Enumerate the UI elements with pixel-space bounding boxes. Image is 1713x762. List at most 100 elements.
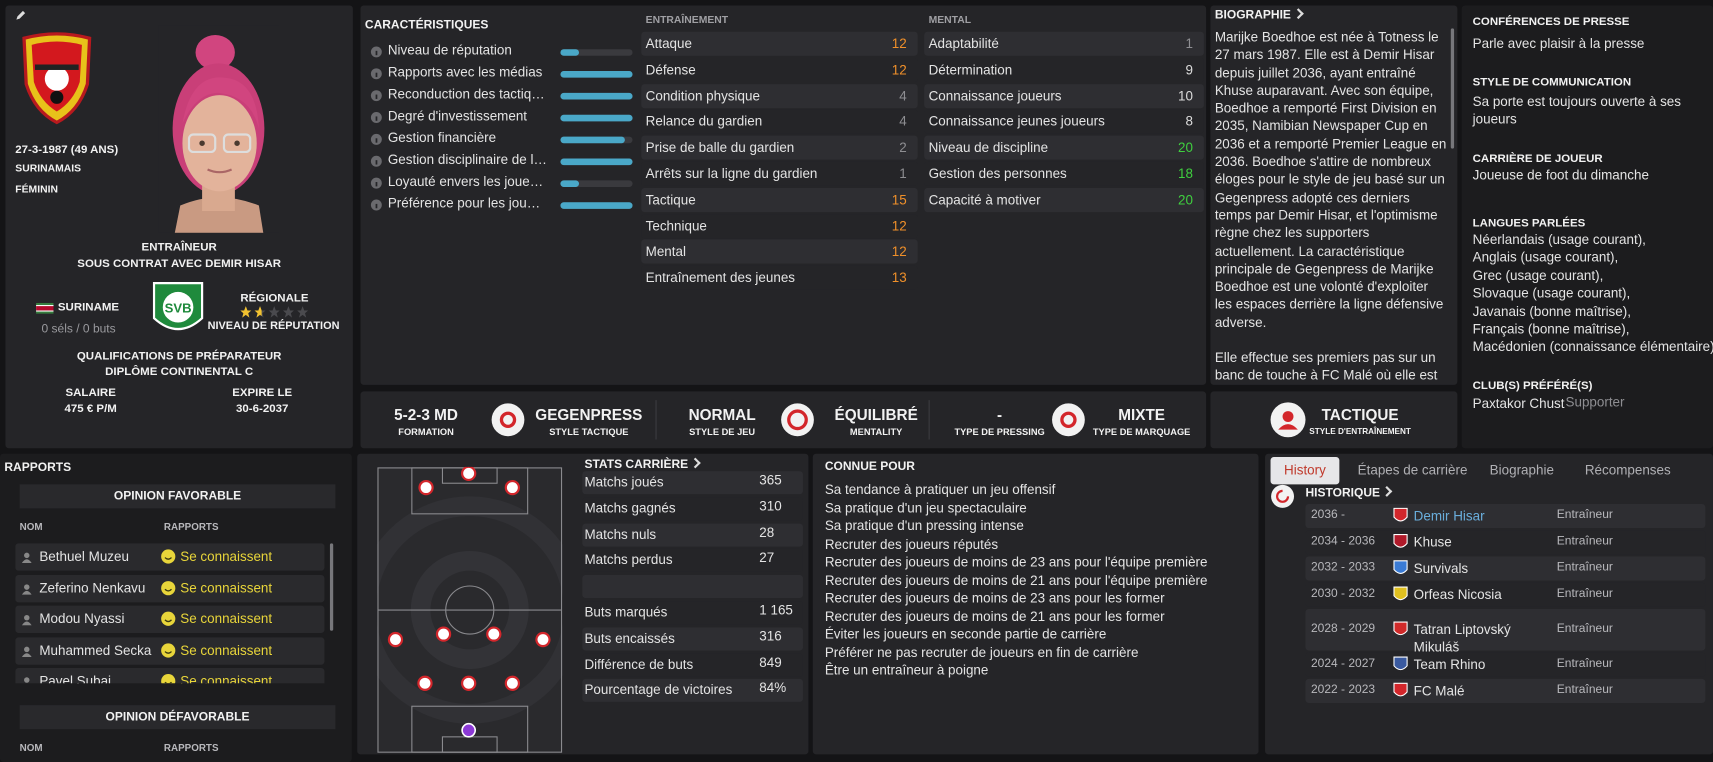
attribute-label: Gestion financière xyxy=(387,130,497,146)
training-style-panel: TACTIQUE STYLE D'ENTRAÎNEMENT xyxy=(1210,391,1458,449)
bar-fill xyxy=(560,202,633,209)
paragraph: Elle effectue ses premiers pas sur un ba… xyxy=(1214,349,1438,384)
info-icon xyxy=(370,155,382,167)
section-title: CARACTÉRISTIQUES xyxy=(364,18,489,32)
attribute-row: Attaque 12 xyxy=(641,31,918,56)
tab[interactable]: History xyxy=(1270,456,1340,485)
bar-track xyxy=(560,71,633,78)
section-title[interactable]: STATS CARRIÈRE xyxy=(584,458,699,471)
contract: SOUS CONTRAT AVEC DEMIR HISAR xyxy=(77,256,282,271)
stat-row: Matchs nuls 28 xyxy=(582,523,803,547)
tactic-icon xyxy=(781,403,814,437)
tactic-value: MIXTE xyxy=(1118,405,1165,424)
language: Grec (usage courant), xyxy=(1472,267,1604,283)
info-icon xyxy=(370,112,382,123)
history-row: 2032 - 2033 Survivals Entraîneur xyxy=(1305,556,1706,581)
club-name[interactable]: Tatran Liptovský Mikuláš xyxy=(1413,622,1511,655)
opinion-header: OPINION FAVORABLE xyxy=(19,484,336,509)
tab[interactable]: Biographie xyxy=(1489,462,1554,478)
role: ENTRAÎNEUR xyxy=(141,240,217,254)
column-name: NOM xyxy=(19,742,43,754)
star-outline xyxy=(240,306,309,318)
club-logo xyxy=(1393,621,1408,636)
tactic-value: GEGENPRESS xyxy=(535,405,643,424)
attribute-row: Gestion des personnes 18 xyxy=(924,161,1204,186)
relation: Se connaissent xyxy=(180,548,273,565)
stat-value: 27 xyxy=(759,550,775,566)
report-row[interactable]: Muhammed Secka Se connaissent xyxy=(15,636,325,665)
club-logo xyxy=(1393,507,1408,522)
language: Français (bonne maîtrise), xyxy=(1472,321,1630,337)
known-for-item: Recruter des joueurs réputés xyxy=(824,536,999,552)
tactic-label: MENTALITY xyxy=(849,426,903,438)
qualifications-label: QUALIFICATIONS DE PRÉPARATEUR xyxy=(76,349,282,363)
section-title[interactable]: BIOGRAPHIE xyxy=(1215,9,1302,22)
training-icon xyxy=(1270,402,1306,438)
report-row[interactable]: Modou Nyassi Se connaissent xyxy=(15,605,325,633)
stat-value: 365 xyxy=(759,472,782,488)
tactic-value: - xyxy=(997,405,1003,424)
language: Anglais (usage courant), xyxy=(1472,249,1619,265)
info-title: LANGUES PARLÉES xyxy=(1472,216,1586,230)
club-name[interactable]: FC Malé xyxy=(1413,683,1465,699)
attribute-label: Loyauté envers les joueurs xyxy=(387,173,548,190)
club-name[interactable]: Team Rhino xyxy=(1413,657,1486,673)
tab[interactable]: Étapes de carrière xyxy=(1357,462,1468,478)
player-dot xyxy=(504,675,521,691)
history-panel: History Étapes de carrière Biographie Récom… xyxy=(1265,453,1713,755)
icon-mark xyxy=(1282,411,1294,422)
birth-date: 27-3-1987 (49 ANS) xyxy=(15,143,119,157)
logo-shape xyxy=(1393,682,1408,697)
attribute-value: 1 xyxy=(1185,36,1193,52)
profile-panel: SVB 27-3-1987 (49 ANS) SURINAMAIS FÉMININ E… xyxy=(5,5,353,449)
attribute-label: Gestion disciplinaire de l'équipe xyxy=(387,151,548,168)
tab[interactable]: Récompenses xyxy=(1584,462,1671,478)
stat-row: Buts encaissés 316 xyxy=(582,627,803,651)
info-title: STYLE DE COMMUNICATION xyxy=(1472,75,1632,89)
stat-label: Matchs joués xyxy=(584,474,664,490)
report-row[interactable]: Zeferino Nenkavu Se connaissent xyxy=(15,574,325,602)
section-title[interactable]: HISTORIQUE xyxy=(1306,487,1392,500)
relation-icon xyxy=(161,611,176,626)
attribute-row: Condition physique 4 xyxy=(641,83,918,108)
edit-icon[interactable] xyxy=(14,9,27,22)
language: Slovaque (usage courant), xyxy=(1472,285,1631,301)
smile xyxy=(164,557,172,560)
attribute-value: 12 xyxy=(891,36,907,52)
club-logo xyxy=(1393,586,1408,601)
history-row: 2030 - 2032 Orfeas Nicosia Entraîneur xyxy=(1305,582,1706,607)
info-title: CARRIÈRE DE JOUEUR xyxy=(1472,151,1603,166)
info-title: CONFÉRENCES DE PRESSE xyxy=(1472,15,1630,29)
known-for-item: Sa pratique d'un jeu spectaculaire xyxy=(824,500,1027,516)
player-dot xyxy=(417,675,433,691)
club-name[interactable]: Orfeas Nicosia xyxy=(1413,587,1502,603)
expires: 30-6-2037 xyxy=(236,402,289,416)
smile xyxy=(164,588,172,592)
known-for-item: Éviter les joueurs en seconde partie de … xyxy=(824,626,1107,642)
stat-value: 28 xyxy=(759,524,775,540)
avatar xyxy=(158,25,279,233)
reputation-stars xyxy=(240,306,309,318)
relation-icon xyxy=(161,642,176,658)
attribute-value: 1 xyxy=(899,166,907,182)
club-name[interactable]: Khuse xyxy=(1413,534,1452,550)
attribute-row: Connaissance joueurs 10 xyxy=(924,83,1204,108)
stat-row: Matchs joués 365 xyxy=(582,471,803,495)
info-bar xyxy=(375,138,378,143)
bar-track xyxy=(560,114,633,122)
attribute-name: Défense xyxy=(645,62,696,78)
info-bar xyxy=(375,116,378,121)
years: 2036 - xyxy=(1310,508,1346,522)
report-row[interactable]: Pavel Subai Se connaissent xyxy=(15,667,325,684)
info-bar xyxy=(375,182,378,187)
attribute-label: Reconduction des tactiques xyxy=(387,86,548,102)
attribute-value: 9 xyxy=(1185,62,1193,78)
club-name[interactable]: Demir Hisar xyxy=(1413,508,1485,524)
report-row[interactable]: Bethuel Muzeu Se connaissent xyxy=(15,543,325,571)
club-role: Entraîneur xyxy=(1556,683,1613,697)
smiley xyxy=(161,611,176,626)
club-name[interactable]: Survivals xyxy=(1413,560,1469,577)
stat-value: 84% xyxy=(759,680,787,696)
tactic-label: STYLE TACTIQUE xyxy=(549,426,629,438)
attribute-row: Prise de balle du gardien 2 xyxy=(641,135,918,160)
